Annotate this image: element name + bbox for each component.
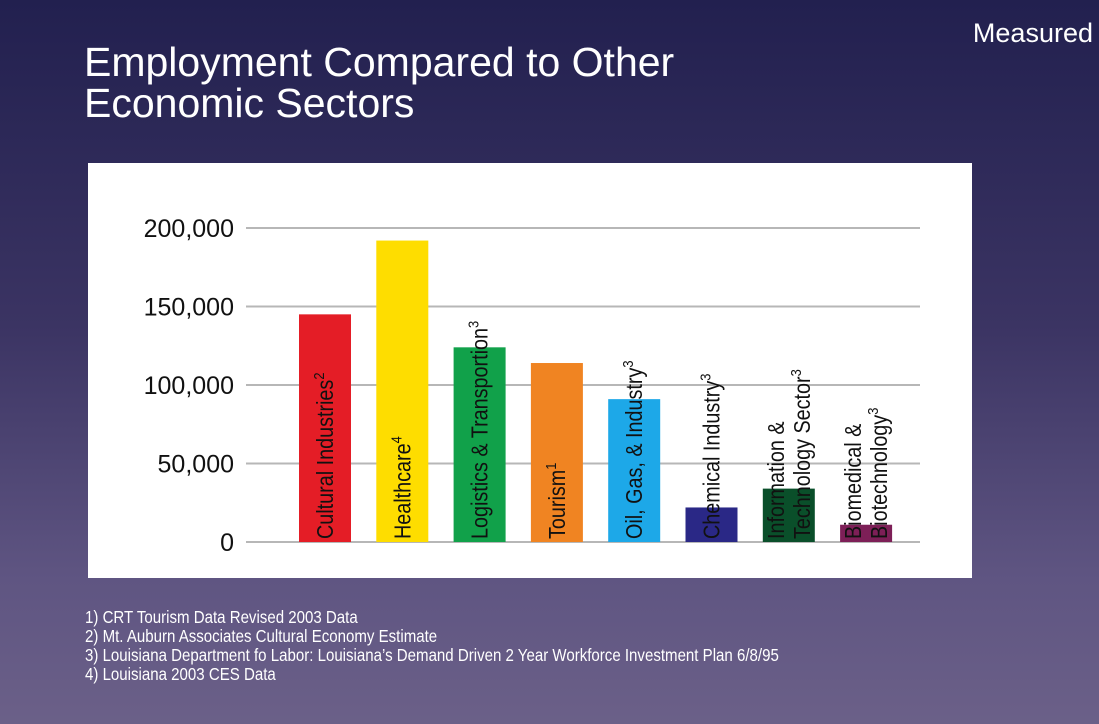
bar [453, 347, 506, 542]
title-line-1: Employment Compared to Other [84, 39, 675, 85]
category-label: Cultural Industries2 [310, 372, 338, 539]
category-label: Biotechnology3 [864, 407, 892, 539]
footnotes: 1) CRT Tourism Data Revised 2003 Data 2)… [85, 608, 1065, 684]
measured-label: Measured [972, 18, 1093, 48]
footnote-4: 4) Louisiana 2003 CES Data [85, 664, 276, 684]
category-label: Technology Sector3 [787, 369, 815, 539]
bar [530, 363, 583, 542]
slide-title: Employment Compared to Other Economic Se… [84, 42, 804, 124]
y-tick-label: 0 [220, 529, 234, 557]
category-label: Logistics & Transportion3 [465, 321, 493, 539]
y-tick-label: 50,000 [158, 451, 234, 479]
category-label: Information & [763, 421, 789, 539]
y-tick-label: 200,000 [144, 215, 234, 243]
title-line-2: Economic Sectors [84, 80, 415, 126]
footnote-3: 3) Louisiana Department fo Labor: Louisi… [85, 645, 779, 665]
bar [685, 507, 738, 542]
bar-chart: 0 50,000 100,000 150,000 200,000 Cultural Ind… [144, 215, 920, 557]
category-label: Healthcare4 [387, 436, 415, 539]
bar [299, 314, 351, 542]
category-label: Biomedical & [841, 424, 867, 539]
chart-panel: 0 50,000 100,000 150,000 200,000 Cultural Ind… [88, 163, 972, 578]
bar [762, 488, 815, 542]
bar [376, 240, 429, 542]
category-label: Tourism1 [542, 462, 570, 539]
bar [608, 399, 661, 542]
category-label: Chemical Industry3 [697, 373, 725, 539]
y-tick-label: 100,000 [144, 372, 234, 400]
category-label: Oil, Gas, & Industry3 [619, 360, 647, 539]
footnote-1: 1) CRT Tourism Data Revised 2003 Data [85, 607, 358, 627]
footnote-2: 2) Mt. Auburn Associates Cultural Econom… [85, 626, 438, 646]
bar [840, 524, 893, 542]
y-tick-label: 150,000 [144, 294, 234, 322]
